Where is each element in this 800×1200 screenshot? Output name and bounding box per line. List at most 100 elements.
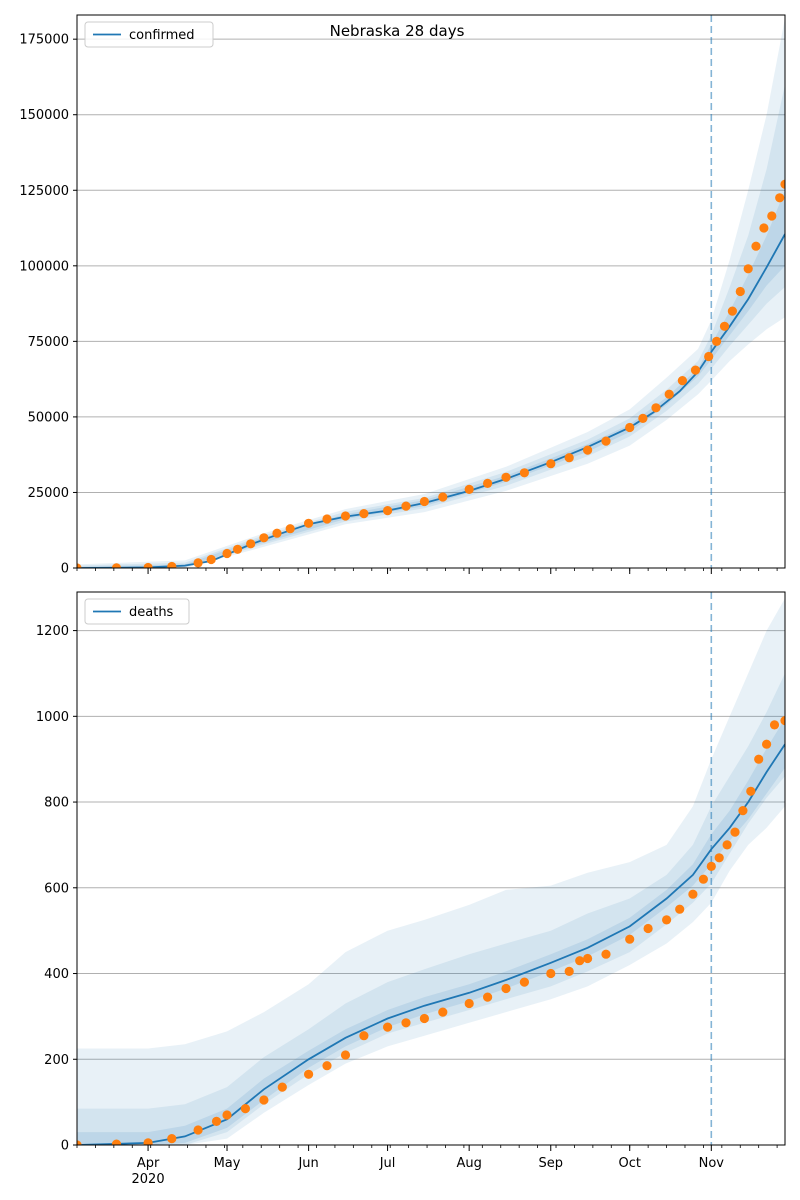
- confirmed-observed-point: [751, 241, 761, 251]
- deaths-observed-point: [643, 923, 653, 934]
- deaths-observed-point: [762, 739, 772, 749]
- confirmed-observed-point: [638, 413, 648, 423]
- confirmed-observed-point: [143, 562, 153, 568]
- deaths-observed-point: [240, 1104, 250, 1114]
- confirmed-observed-point: [383, 506, 393, 516]
- deaths-observed-point: [675, 904, 685, 914]
- deaths-observed-point: [222, 1110, 232, 1120]
- deaths-x-tick-label: Jul: [379, 1156, 396, 1171]
- deaths-observed-point: [340, 1050, 351, 1060]
- deaths-axes-frame: [76, 591, 786, 1146]
- confirmed-y-tick-label: 75000: [28, 335, 69, 350]
- confirmed-observed-point: [719, 321, 730, 331]
- confirmed-observed-point: [340, 511, 351, 521]
- confirmed-observed-point: [583, 445, 593, 455]
- confirmed-observed-point: [438, 492, 448, 502]
- deaths-observed-point: [738, 806, 748, 816]
- confirmed-observed-point: [501, 472, 511, 482]
- deaths-observed-point: [754, 754, 764, 764]
- confirmed-observed-point: [743, 264, 753, 274]
- confirmed-observed-point: [206, 554, 216, 565]
- deaths-observed-point: [401, 1018, 411, 1028]
- confirmed-observed-point: [222, 548, 232, 559]
- confirmed-observed-point: [564, 453, 574, 463]
- confirmed-observed-point: [759, 223, 769, 233]
- confirmed-observed-point: [664, 389, 674, 399]
- deaths-observed-point: [546, 968, 556, 979]
- confirmed-y-tick-label: 150000: [19, 108, 69, 123]
- deaths-model-line: [77, 743, 785, 1145]
- deaths-x-tick-label: May: [214, 1156, 241, 1171]
- confirmed-observed-point: [519, 468, 530, 478]
- deaths-uncertainty-band: [77, 673, 785, 1145]
- confirmed-y-tick-label: 175000: [19, 33, 69, 48]
- confirmed-observed-point: [483, 478, 493, 488]
- deaths-observed-point: [419, 1013, 429, 1024]
- confirmed-observed-point: [246, 539, 256, 549]
- confirmed-observed-point: [359, 508, 369, 519]
- deaths-y-tick-label: 600: [44, 881, 69, 896]
- confirmed-legend-box: [84, 21, 214, 48]
- deaths-observed-point: [706, 861, 716, 872]
- deaths-y-tick-label: 1200: [36, 624, 69, 639]
- deaths-observed-point: [322, 1061, 332, 1071]
- confirmed-observed-point: [285, 524, 295, 534]
- confirmed-legend: confirmed: [84, 21, 214, 48]
- deaths-observed-point: [625, 934, 635, 944]
- confirmed-legend-label: confirmed: [129, 28, 195, 43]
- deaths-y-tick-label: 200: [44, 1053, 69, 1068]
- deaths-plot-area: [77, 592, 785, 1145]
- confirmed-observed-point: [546, 459, 556, 469]
- confirmed-observed-point: [401, 501, 411, 511]
- confirmed-observed-point: [419, 496, 429, 507]
- confirmed-chart-panel: 0 25000 50000 75000 100000 125000 150000 175000…: [19, 14, 786, 577]
- deaths-observed-point: [259, 1095, 269, 1105]
- confirmed-y-tick-label: 100000: [19, 259, 69, 274]
- confirmed-y-tick-label: 0: [61, 562, 69, 577]
- deaths-x-tick-label: Sep: [538, 1156, 563, 1171]
- confirmed-observed-point: [111, 563, 122, 568]
- deaths-legend-box: [84, 598, 190, 625]
- deaths-y-tick-label: 800: [44, 796, 69, 811]
- deaths-observed-point: [730, 827, 740, 837]
- confirmed-observed-point: [625, 422, 635, 433]
- deaths-y-tick-label: 1000: [36, 710, 69, 725]
- deaths-x-tick-label: Apr: [137, 1156, 160, 1171]
- deaths-x-tick-label: Aug: [456, 1156, 481, 1171]
- deaths-observed-point: [564, 966, 574, 977]
- deaths-legend-label: deaths: [129, 605, 174, 620]
- deaths-x-tick-label: Oct: [618, 1156, 640, 1171]
- deaths-observed-point: [769, 720, 780, 730]
- deaths-observed-point: [304, 1069, 314, 1079]
- confirmed-observed-point: [727, 306, 738, 316]
- confirmed-observed-point: [677, 376, 688, 386]
- deaths-observed-point: [601, 949, 611, 959]
- confirmed-observed-point: [464, 484, 474, 494]
- deaths-observed-point: [111, 1139, 122, 1145]
- deaths-legend: deaths: [84, 598, 190, 625]
- deaths-observed-point: [575, 956, 585, 966]
- confirmed-observed-point: [775, 193, 785, 203]
- deaths-observed-point: [698, 874, 709, 884]
- deaths-observed-point: [583, 953, 593, 964]
- confirmed-observed-point: [193, 558, 203, 568]
- deaths-observed-point: [359, 1031, 369, 1041]
- deaths-observed-point: [483, 992, 493, 1002]
- deaths-observed-point: [501, 983, 511, 994]
- deaths-x-tick-label: Nov: [699, 1156, 725, 1171]
- deaths-observed-point: [688, 889, 698, 899]
- confirmed-observed-point: [259, 533, 269, 543]
- confirmed-observed-point: [704, 351, 714, 362]
- deaths-observed-point: [722, 840, 732, 850]
- confirmed-observed-point: [167, 561, 177, 568]
- deaths-observed-point: [167, 1134, 177, 1144]
- deaths-observed-point: [77, 1140, 82, 1145]
- confirmed-plot-area: [77, 15, 785, 568]
- deaths-y-tick-label: 400: [44, 967, 69, 982]
- confirmed-observed-point: [780, 179, 785, 189]
- deaths-observed-point: [383, 1022, 393, 1032]
- figure-title: Nebraska 28 days: [330, 22, 465, 40]
- confirmed-y-tick-label: 125000: [19, 184, 69, 199]
